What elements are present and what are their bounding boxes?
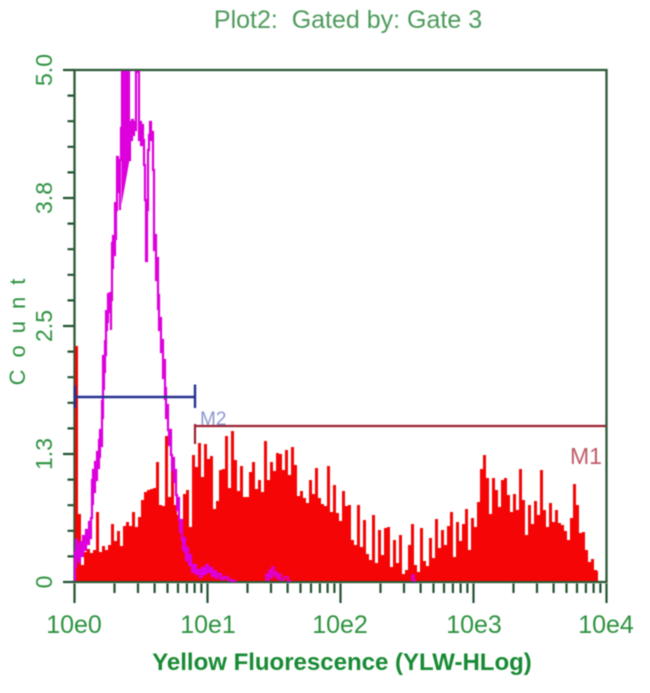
svg-text:M1: M1: [570, 443, 602, 469]
svg-text:1.3: 1.3: [31, 438, 57, 470]
svg-text:0: 0: [31, 576, 57, 589]
svg-text:Plot2: Gated by: Gate 3: Plot2: Gated by: Gate 3: [214, 6, 482, 34]
svg-text:10e3: 10e3: [446, 611, 502, 639]
svg-text:2.5: 2.5: [31, 310, 57, 342]
svg-text:M2: M2: [200, 409, 226, 430]
svg-text:3.8: 3.8: [31, 182, 57, 214]
svg-text:Count: Count: [5, 267, 30, 386]
svg-text:10e2: 10e2: [312, 611, 368, 639]
svg-text:10e1: 10e1: [180, 611, 236, 639]
svg-text:10e4: 10e4: [578, 611, 634, 639]
svg-text:10e0: 10e0: [46, 611, 102, 639]
svg-text:5.0: 5.0: [31, 54, 57, 86]
svg-text:Yellow Fluorescence (YLW-HLog): Yellow Fluorescence (YLW-HLog): [152, 649, 532, 676]
